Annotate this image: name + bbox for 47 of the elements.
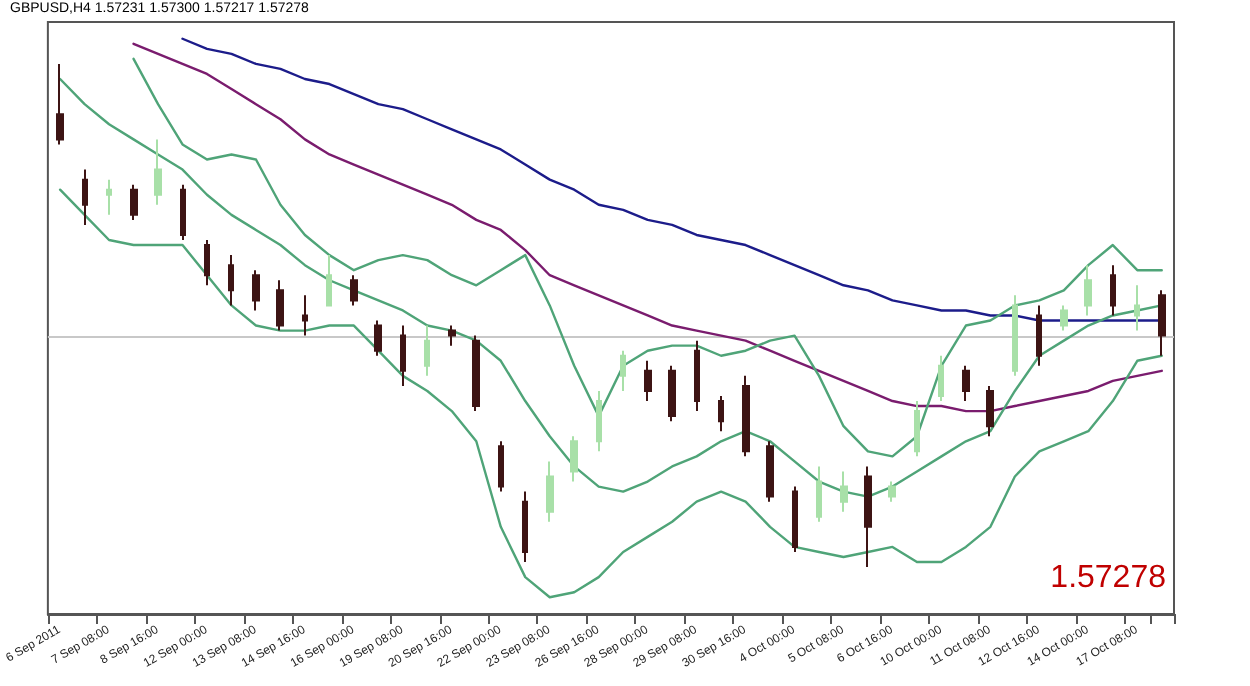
candlestick: [644, 359, 652, 403]
candlestick: [1110, 264, 1116, 317]
candlestick: [1036, 304, 1042, 367]
candlestick: [56, 62, 64, 146]
candlestick: [180, 183, 186, 242]
candlestick: [668, 364, 676, 423]
candlestick: [546, 460, 554, 523]
candlestick: [350, 274, 358, 307]
candlestick: [472, 334, 480, 413]
candlestick: [620, 349, 626, 392]
candlestick: [570, 435, 578, 483]
candlestick: [82, 168, 88, 226]
annotation: 1.57278: [1050, 561, 1167, 595]
candlestick: [326, 254, 332, 307]
candlestick: [888, 480, 896, 503]
candlestick: [986, 384, 994, 438]
candlestick: [792, 485, 798, 553]
candlestick: [130, 183, 138, 221]
candlestick: [1084, 264, 1092, 317]
candlestick: [400, 324, 406, 387]
candlestick: [816, 465, 822, 523]
candlestick: [1012, 294, 1018, 377]
candlestick: [228, 254, 234, 307]
candlestick: [596, 389, 602, 453]
candlestick: [718, 394, 724, 433]
candlestick: [106, 178, 112, 216]
candlestick: [938, 354, 944, 403]
candlestick: [742, 374, 750, 458]
candlestick: [766, 440, 774, 503]
candlestick: [914, 400, 920, 458]
candlestick: [276, 279, 284, 332]
candlestick: [302, 294, 308, 337]
candlestick: [694, 339, 700, 413]
candlestick: [252, 269, 260, 312]
candlestick: [1134, 284, 1140, 332]
candlestick: [154, 138, 162, 206]
candlestick: [1158, 289, 1166, 357]
candlestick: [374, 319, 382, 357]
candlestick: [962, 364, 970, 403]
candlestick: [204, 239, 210, 287]
candlestick: [448, 324, 456, 347]
candlestick: [424, 324, 430, 377]
candlestick: [840, 470, 848, 513]
candlestick: [498, 440, 504, 493]
candlestick: [864, 465, 872, 569]
candlestick: [522, 490, 528, 564]
candlestick: [1060, 304, 1068, 332]
